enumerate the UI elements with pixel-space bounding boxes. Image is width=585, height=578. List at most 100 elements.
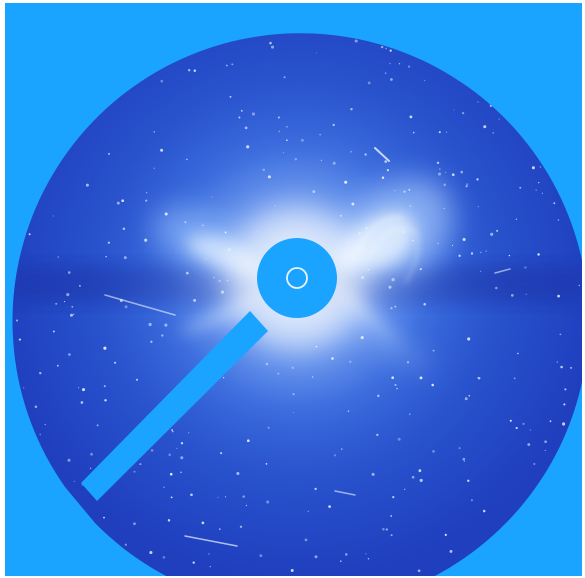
star-speck <box>247 439 250 442</box>
star-speck <box>408 413 411 416</box>
star-speck <box>82 388 85 392</box>
star-speck <box>408 188 411 191</box>
star-speck <box>145 199 148 202</box>
star-speck <box>351 202 355 206</box>
star-speck <box>541 192 543 194</box>
star-speck <box>515 426 518 430</box>
star-speck <box>107 241 110 244</box>
star-speck <box>28 233 31 236</box>
star-speck <box>184 221 187 224</box>
star-speck <box>244 126 248 130</box>
star-speck <box>381 176 385 179</box>
star-speck <box>116 201 120 205</box>
star-speck <box>161 334 164 337</box>
star-speck <box>48 27 51 30</box>
star-speck <box>286 139 288 142</box>
star-speck <box>459 78 462 81</box>
star-speck <box>406 361 410 364</box>
star-speck <box>574 554 578 559</box>
star-speck <box>467 337 471 341</box>
star-speck <box>344 180 348 184</box>
star-speck <box>153 167 155 169</box>
star-speck <box>78 284 81 287</box>
star-speck <box>515 218 518 220</box>
star-speck <box>267 175 271 179</box>
star-speck <box>384 160 388 163</box>
star-speck <box>468 394 471 397</box>
star-speck <box>111 65 114 67</box>
star-speck <box>312 190 316 193</box>
star-speck <box>340 560 342 562</box>
star-speck <box>52 330 55 333</box>
star-speck <box>67 271 71 274</box>
star-speck <box>496 229 499 232</box>
star-speck <box>492 132 494 134</box>
star-speck <box>339 214 343 217</box>
star-speck <box>259 554 263 557</box>
star-speck <box>538 182 540 184</box>
star-speck <box>544 449 546 451</box>
star-speck <box>111 20 114 23</box>
star-speck <box>419 268 422 271</box>
star-speck <box>110 45 112 47</box>
star-speck <box>253 15 255 17</box>
star-speck <box>560 135 562 137</box>
star-speck <box>522 422 525 425</box>
star-speck <box>564 388 567 391</box>
star-speck <box>201 521 205 525</box>
star-speck <box>444 171 447 174</box>
star-speck <box>265 362 269 366</box>
star-speck <box>367 557 370 560</box>
star-speck <box>438 131 441 134</box>
star-speck <box>217 496 219 498</box>
star-speck <box>394 383 397 387</box>
star-speck <box>124 305 128 309</box>
star-speck <box>315 52 318 54</box>
star-speck <box>333 454 337 457</box>
star-speck <box>462 238 466 241</box>
star-speck <box>423 302 426 306</box>
star-speck <box>545 57 548 60</box>
star-speck <box>424 79 426 82</box>
star-speck <box>96 424 99 427</box>
star-speck <box>384 72 387 75</box>
star-speck <box>23 387 25 389</box>
star-speck <box>219 451 223 455</box>
star-speck <box>431 383 434 387</box>
star-speck <box>277 372 280 375</box>
star-speck <box>570 366 573 369</box>
star-speck <box>277 116 280 119</box>
star-speck <box>274 205 276 207</box>
star-speck <box>577 466 581 469</box>
star-speck <box>539 166 542 168</box>
star-speck <box>385 47 387 50</box>
star-speck <box>112 26 114 28</box>
star-speck <box>354 39 358 43</box>
star-speck <box>239 525 243 528</box>
star-speck <box>523 113 527 117</box>
star-speck <box>103 516 105 519</box>
star-speck <box>73 72 77 76</box>
star-speck <box>404 488 406 490</box>
star-speck <box>402 230 405 234</box>
star-speck <box>68 353 71 356</box>
star-speck <box>455 23 458 26</box>
star-speck <box>504 528 508 532</box>
star-speck <box>7 12 8 13</box>
star-speck <box>376 433 379 437</box>
star-speck <box>91 50 94 53</box>
star-speck <box>367 81 371 85</box>
star-speck <box>556 361 558 363</box>
star-speck <box>392 495 395 499</box>
star-speck <box>205 257 207 260</box>
star-speck <box>285 125 288 128</box>
star-speck <box>355 225 357 228</box>
star-speck <box>25 450 27 453</box>
star-speck <box>412 131 415 134</box>
star-speck <box>391 376 395 380</box>
star-speck <box>12 27 15 30</box>
star-speck <box>9 187 12 190</box>
star-speck <box>519 186 522 189</box>
star-speck <box>412 239 414 242</box>
star-speck <box>39 130 43 134</box>
